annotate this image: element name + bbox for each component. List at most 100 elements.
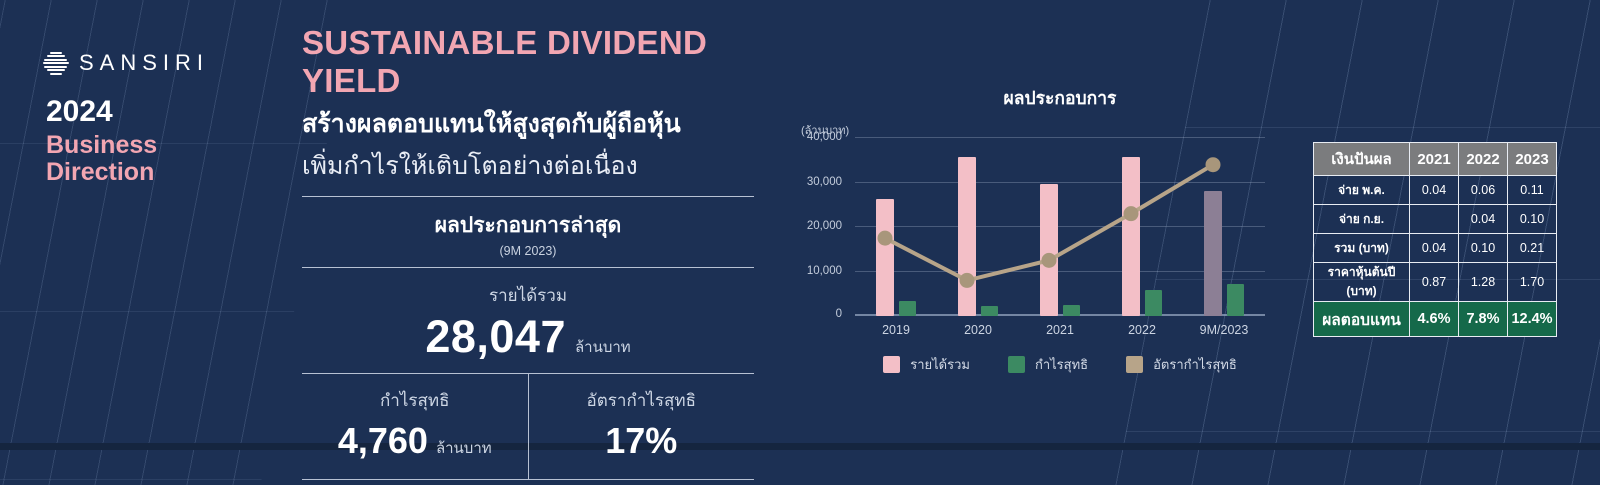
legend-label: กำไรสุทธิ [1034,357,1089,372]
results-period: (9M 2023) [499,244,557,258]
bar-group-2021 [1019,138,1101,316]
headline-subtitle-bold: สร้างผลตอบแทนให้สูงสุดกับผู้ถือหุ้น [302,110,681,138]
margin-value: 17% [605,420,678,461]
legend-swatch [883,356,901,373]
table-cell: 0.04 [1409,175,1459,205]
net-margin-cell: อัตรากำไรสุทธิ 17% [529,374,755,479]
table-row-label: ผลตอบแทน [1313,301,1410,337]
margin-point [959,272,975,288]
table-header-cell: เงินปันผล [1313,142,1410,176]
table-cell: 0.11 [1507,175,1557,205]
margin-line-layer [877,157,1221,288]
profit-label: กำไรสุทธิ [380,391,450,410]
table-cell: 0.21 [1507,233,1557,263]
revenue-bar [876,199,894,316]
plot-area: 40,000 30,000 20,000 10,000 0 [807,131,1265,320]
profit-unit: ล้านบาท [435,440,492,457]
table-row: จ่าย ก.ย. 0.04 0.10 [1313,204,1557,234]
x-axis-label: 2021 [1046,323,1074,337]
profit-bar [1145,289,1162,316]
legend-item: รายได้รวม [883,354,970,375]
x-axis-label: 9M/2023 [1199,323,1249,337]
table-cell: 0.10 [1507,204,1557,234]
x-axis-label: 2022 [1128,323,1156,337]
table-cell: 1.28 [1458,262,1508,302]
legend-swatch [1007,356,1025,373]
table-cell: 0.06 [1458,175,1508,205]
revenue-bar [1204,191,1222,316]
y-gridline: 40,000 [807,131,1265,143]
profit-bar [981,306,998,316]
legend-item: กำไรสุทธิ [1007,354,1089,375]
legend-swatch [1126,356,1144,373]
x-axis-label: 2020 [964,323,992,337]
table-cell: 0.04 [1458,204,1508,234]
table-header-cell: 2023 [1507,142,1557,176]
table-row: ราคาหุ้นต้นปี (บาท) 0.87 1.28 1.70 [1313,262,1557,302]
latest-results-panel: SUSTAINABLE DIVIDEND YIELD สร้างผลตอบแทน… [302,24,754,480]
table-row: รวม (บาท) 0.04 0.10 0.21 [1313,233,1557,263]
headline-title: SUSTAINABLE DIVIDEND YIELD [302,24,708,99]
table-cell: 0.04 [1409,233,1459,263]
y-gridline: 10,000 [807,265,1265,277]
table-header-cell: 2022 [1458,142,1508,176]
x-axis-labels: 2019 2020 2021 2022 9M/2023 [855,323,1265,337]
performance-chart: ผลประกอบการ (ล้านบาท) 40,000 30,000 20,000… [795,84,1285,375]
chart-unit-label: (ล้านบาท) [801,125,850,137]
y-gridline: 20,000 [807,220,1265,232]
margin-point [877,230,893,246]
table-row-label: ราคาหุ้นต้นปี (บาท) [1313,262,1410,302]
chart-title: ผลประกอบการ [1003,88,1117,108]
sansiri-logo: SANSIRI [42,50,209,76]
revenue-value: 28,047 [425,311,566,362]
table-row-label: จ่าย ก.ย. [1313,204,1410,234]
revenue-label: รายได้รวม [488,286,568,305]
table-row-label: รวม (บาท) [1313,233,1410,263]
bottom-accent-bar [0,443,1600,450]
table-cell [1409,204,1459,234]
profit-bar [1227,283,1244,316]
y-tick-label: 0 [835,308,842,320]
business-direction-label: Business Direction [46,132,157,186]
revenue-bar [1040,183,1058,316]
divider [302,267,754,268]
logo-text: SANSIRI [79,50,210,75]
table-cell: 0.87 [1409,262,1459,302]
margin-point [1205,157,1221,173]
table-cell: 4.6% [1409,301,1459,337]
table-cell: 0.10 [1458,233,1508,263]
table-header-cell: 2021 [1409,142,1459,176]
bar-group-2022 [1101,138,1183,316]
revenue-unit: ล้านบาท [574,339,631,356]
headline-subtitle: เพิ่มกำไรให้เติบโตอย่างต่อเนื่อง [302,152,638,180]
chart-legend: รายได้รวม กำไรสุทธิ อัตรากำไรสุทธิ [855,354,1265,375]
margin-point [1123,206,1139,222]
business-direction-line2: Direction [46,157,155,186]
table-row-label: จ่าย พ.ค. [1313,175,1410,205]
divider [302,196,754,197]
revenue-bar [1122,156,1140,316]
divider [302,373,754,374]
dividend-table: เงินปันผล 2021 2022 2023 จ่าย พ.ค. 0.04 0.06 0.… [1313,142,1557,337]
table-highlight-row: ผลตอบแทน 4.6% 7.8% 12.4% [1313,301,1557,337]
business-direction-line1: Business [46,131,158,159]
table-cell: 12.4% [1507,301,1557,337]
net-profit-cell: กำไรสุทธิ 4,760 ล้านบาท [302,374,529,479]
sansiri-brand: SANSIRI [42,50,209,76]
bar-group-2019 [855,138,937,316]
results-heading: ผลประกอบการล่าสุด [434,214,622,237]
y-tick-label: 40,000 [806,131,842,143]
profit-value: 4,760 [337,420,428,461]
y-gridline: 0 [836,308,1265,320]
table-row: จ่าย พ.ค. 0.04 0.06 0.11 [1313,175,1557,205]
legend-item: อัตรากำไรสุทธิ [1126,354,1237,375]
legend-label: อัตรากำไรสุทธิ [1153,357,1237,372]
y-tick-label: 10,000 [806,264,842,277]
margin-label: อัตรากำไรสุทธิ [586,391,696,410]
year-label: 2024 [46,95,113,128]
table-cell: 1.70 [1507,262,1557,302]
x-axis-label: 2019 [882,323,910,337]
profit-bar [899,300,916,316]
y-tick-label: 30,000 [806,175,842,188]
sansiri-waves-icon [42,51,69,75]
